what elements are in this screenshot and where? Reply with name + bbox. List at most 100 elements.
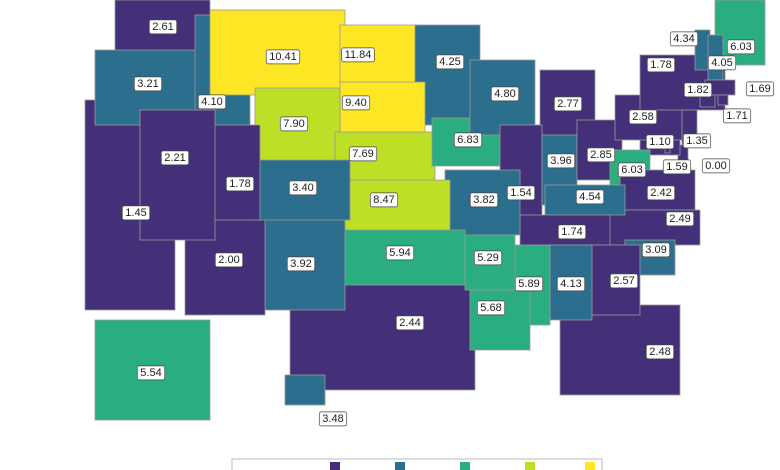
label-box: [609, 273, 639, 289]
value-label: 3.48: [322, 413, 343, 425]
state: [139, 109, 216, 241]
state: [414, 24, 481, 126]
state: [469, 289, 531, 351]
label-box: [682, 133, 712, 149]
label-box: [473, 250, 503, 266]
label-box: [575, 189, 605, 205]
value-label: 5.54: [140, 367, 161, 379]
label-box: [286, 256, 316, 272]
value-label: 2.77: [557, 98, 578, 110]
value-label: 9.40: [345, 97, 366, 109]
value-label: 6.03: [621, 164, 642, 176]
label-box: [341, 95, 371, 111]
value-label: 3.40: [292, 182, 313, 194]
label-box: [385, 245, 415, 261]
value-label: 4.34: [673, 33, 694, 45]
value-label: 2.61: [152, 21, 173, 33]
label-box: [453, 132, 483, 148]
label-box: [265, 49, 301, 65]
label-box: [318, 411, 348, 427]
legend-swatch: [585, 462, 595, 470]
label-box: [662, 159, 692, 175]
value-label: 2.44: [399, 317, 420, 329]
value-label: 3.21: [137, 78, 158, 90]
value-label: 2.57: [613, 275, 634, 287]
label-box: [490, 86, 520, 102]
state: [284, 374, 326, 406]
label-box: [136, 365, 166, 381]
label-box: [341, 47, 375, 63]
legend-swatch: [330, 462, 340, 470]
label-box: [645, 134, 675, 150]
legend-swatch: [525, 462, 535, 470]
label-box: [722, 108, 752, 124]
value-label: 1.54: [510, 187, 531, 199]
state: [717, 94, 729, 106]
label-box: [683, 82, 713, 98]
value-label: 6.83: [457, 134, 478, 146]
label-box: [707, 55, 737, 71]
label-box: [701, 158, 731, 174]
value-label: 1.35: [686, 135, 707, 147]
value-label: 1.71: [726, 110, 747, 122]
value-label: 5.89: [518, 278, 539, 290]
value-label: 5.94: [389, 247, 410, 259]
value-label: 4.10: [201, 96, 222, 108]
label-box: [469, 192, 499, 208]
value-label: 2.42: [650, 187, 671, 199]
value-label: 1.45: [125, 207, 146, 219]
label-box: [160, 150, 190, 166]
label-box: [133, 76, 163, 92]
label-box: [197, 94, 227, 110]
value-label: 4.05: [711, 57, 732, 69]
label-box: [641, 242, 671, 258]
label-box: [628, 109, 658, 125]
value-label: 1.78: [229, 178, 250, 190]
label-box: [369, 192, 399, 208]
value-label: 1.74: [561, 226, 582, 238]
value-label: 2.00: [218, 254, 239, 266]
label-box: [121, 205, 151, 221]
legend-box: [231, 458, 603, 470]
legend: [231, 458, 603, 470]
state: [254, 159, 351, 221]
label-box: [586, 147, 616, 163]
value-label: 4.13: [560, 278, 581, 290]
label-box: [514, 276, 544, 292]
value-label: 11.84: [345, 49, 372, 61]
value-label: 1.78: [650, 59, 671, 71]
label-box: [348, 146, 378, 162]
value-label: 4.25: [439, 56, 460, 68]
value-label: 2.85: [590, 149, 611, 161]
legend-swatch: [460, 462, 470, 470]
label-box: [395, 315, 425, 331]
label-box: [435, 54, 465, 70]
label-box: [225, 176, 255, 192]
label-box: [646, 185, 676, 201]
value-label: 1.59: [666, 161, 687, 173]
value-label: 7.69: [352, 148, 373, 160]
value-label: 3.92: [290, 258, 311, 270]
value-label: 8.47: [373, 194, 394, 206]
legend-swatch: [395, 462, 405, 470]
label-box: [669, 31, 699, 47]
value-label: 3.96: [550, 155, 571, 167]
label-box: [546, 153, 576, 169]
value-label: 2.21: [164, 152, 185, 164]
value-label: 10.41: [269, 51, 297, 63]
label-box: [557, 224, 587, 240]
label-box: [726, 39, 756, 55]
value-label: 2.48: [649, 346, 670, 358]
label-box: [506, 185, 536, 201]
value-label: 7.90: [283, 118, 304, 130]
value-label: 2.49: [669, 213, 690, 225]
label-box: [553, 96, 583, 112]
value-label: 1.69: [749, 83, 770, 95]
label-box: [645, 344, 675, 360]
label-box: [476, 300, 506, 316]
value-label: 5.29: [477, 252, 498, 264]
value-label: 4.80: [494, 88, 515, 100]
value-label: 4.54: [579, 191, 600, 203]
state: [344, 179, 451, 236]
